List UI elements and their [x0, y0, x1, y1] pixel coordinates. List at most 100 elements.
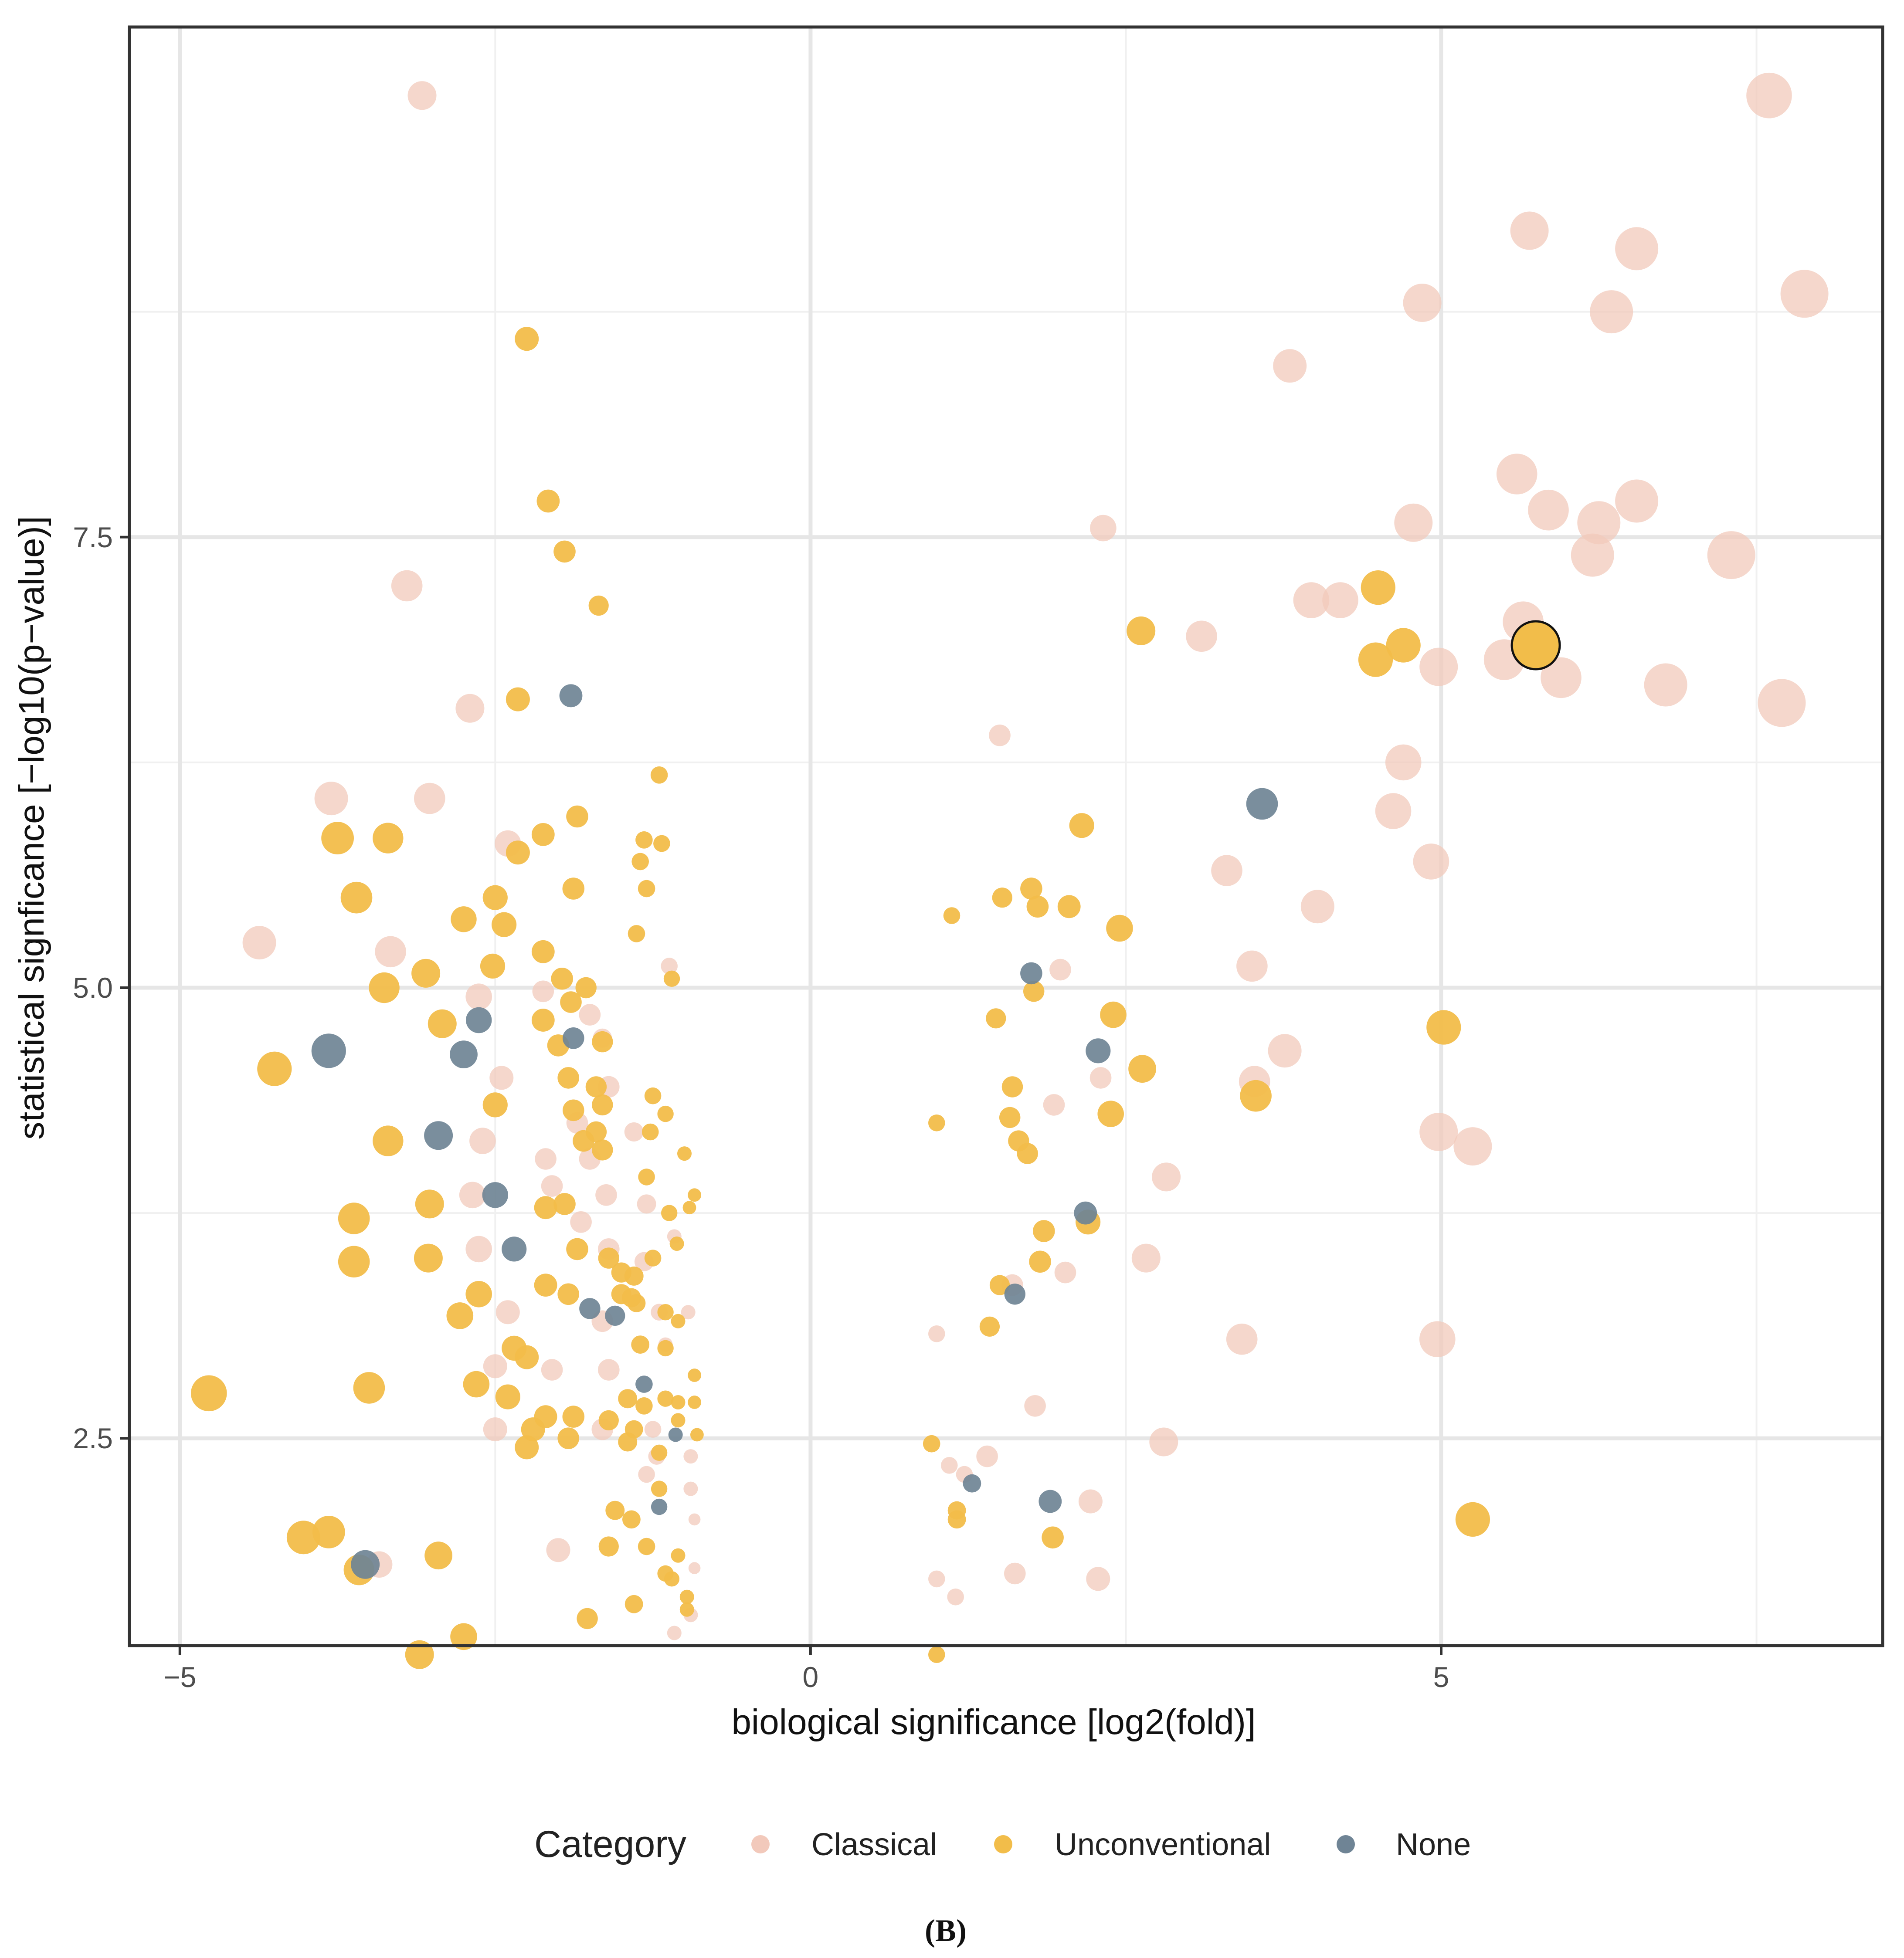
point-unconventional	[577, 1608, 598, 1629]
point-unconventional	[1042, 1526, 1064, 1549]
point-classical	[624, 1122, 644, 1142]
y-tick-label: 7.5	[73, 521, 113, 553]
point-classical	[489, 1066, 514, 1090]
point-unconventional	[1106, 915, 1133, 942]
point-unconventional	[424, 1541, 452, 1570]
point-unconventional	[624, 1595, 643, 1613]
point-unconventional	[928, 1646, 945, 1663]
point-unconventional	[1020, 877, 1042, 900]
point-unconventional	[515, 1345, 539, 1369]
point-unconventional	[1240, 1080, 1272, 1112]
point-unconventional	[657, 1340, 674, 1357]
point-unconventional	[566, 1238, 588, 1260]
point-classical	[1300, 890, 1334, 924]
point-unconventional	[979, 1316, 1000, 1337]
point-classical	[1746, 72, 1792, 119]
point-classical	[314, 782, 348, 816]
point-none	[351, 1550, 380, 1579]
point-unconventional	[1057, 895, 1081, 918]
point-classical	[1758, 679, 1806, 727]
point-unconventional	[451, 906, 477, 932]
point-unconventional	[624, 1266, 644, 1286]
point-unconventional	[257, 1051, 292, 1086]
point-classical	[546, 1538, 570, 1562]
point-unconventional	[585, 1076, 607, 1098]
point-unconventional	[446, 1302, 474, 1329]
point-unconventional	[521, 1417, 545, 1442]
point-classical	[1131, 1243, 1161, 1273]
point-classical	[683, 1481, 698, 1496]
point-unconventional	[671, 1395, 686, 1409]
point-classical	[407, 81, 437, 110]
legend-title: Category	[534, 1823, 686, 1865]
point-classical	[1510, 211, 1549, 250]
point-unconventional	[657, 1304, 674, 1321]
point-classical	[1615, 227, 1659, 271]
axis-tick-labels: −5 0 5 2.5 5.0 7.5	[73, 521, 1449, 1693]
point-unconventional	[682, 1201, 696, 1215]
point-classical	[688, 1562, 701, 1574]
point-classical	[1273, 349, 1307, 383]
point-unconventional	[553, 540, 576, 563]
point-unconventional	[677, 1146, 692, 1161]
point-classical	[1403, 284, 1442, 322]
point-unconventional	[598, 1536, 619, 1557]
legend: Category Classical Unconventional None	[534, 1823, 1471, 1865]
point-classical	[667, 1626, 682, 1640]
point-unconventional	[373, 1125, 404, 1156]
point-unconventional	[653, 835, 670, 852]
point-classical	[1226, 1323, 1258, 1355]
x-axis-title: biological significance [log2(fold)]	[731, 1702, 1256, 1742]
series-unconventional-points	[191, 327, 1490, 1669]
point-unconventional	[482, 1092, 508, 1118]
point-classical	[541, 1175, 563, 1197]
point-classical	[638, 1466, 655, 1483]
point-unconventional	[369, 972, 400, 1003]
legend-swatch-none	[1337, 1835, 1355, 1853]
point-classical	[989, 725, 1011, 746]
point-unconventional	[618, 1432, 638, 1452]
point-classical	[1086, 1567, 1110, 1591]
point-unconventional	[638, 880, 655, 898]
point-classical	[1590, 290, 1633, 334]
point-classical	[541, 1359, 563, 1381]
series-classical-points	[242, 72, 1829, 1640]
point-classical	[459, 1182, 486, 1209]
highlighted-point-layer	[1510, 620, 1561, 671]
point-classical	[1528, 489, 1569, 531]
point-unconventional	[635, 831, 653, 849]
point-none	[1086, 1038, 1111, 1064]
point-classical	[1268, 1034, 1302, 1068]
point-classical	[391, 570, 423, 602]
point-classical	[1375, 793, 1412, 829]
point-unconventional	[405, 1640, 434, 1669]
point-unconventional	[1361, 570, 1395, 605]
point-none	[466, 1007, 492, 1033]
point-unconventional	[1097, 1101, 1124, 1127]
point-classical	[1419, 1321, 1456, 1357]
point-none	[1039, 1490, 1062, 1513]
point-unconventional	[1029, 1250, 1051, 1273]
point-unconventional	[506, 687, 530, 711]
point-none	[311, 1033, 346, 1068]
point-classical	[1541, 657, 1582, 698]
point-unconventional	[642, 1123, 659, 1141]
point-none	[450, 1040, 478, 1069]
point-classical	[1293, 582, 1330, 618]
point-unconventional	[465, 1281, 492, 1308]
point-classical	[1090, 515, 1117, 542]
point-unconventional	[650, 766, 668, 784]
point-classical	[661, 958, 678, 975]
point-unconventional	[644, 1087, 662, 1104]
point-unconventional	[598, 1247, 620, 1269]
point-classical	[465, 983, 492, 1010]
point-unconventional	[679, 1589, 694, 1604]
point-classical	[595, 1184, 617, 1206]
point-unconventional	[688, 1369, 701, 1382]
point-unconventional	[562, 1406, 585, 1428]
point-unconventional	[644, 1250, 662, 1267]
point-classical	[1394, 503, 1433, 542]
point-unconventional	[671, 1413, 686, 1428]
point-unconventional	[1128, 1055, 1157, 1083]
point-unconventional	[622, 1510, 641, 1529]
